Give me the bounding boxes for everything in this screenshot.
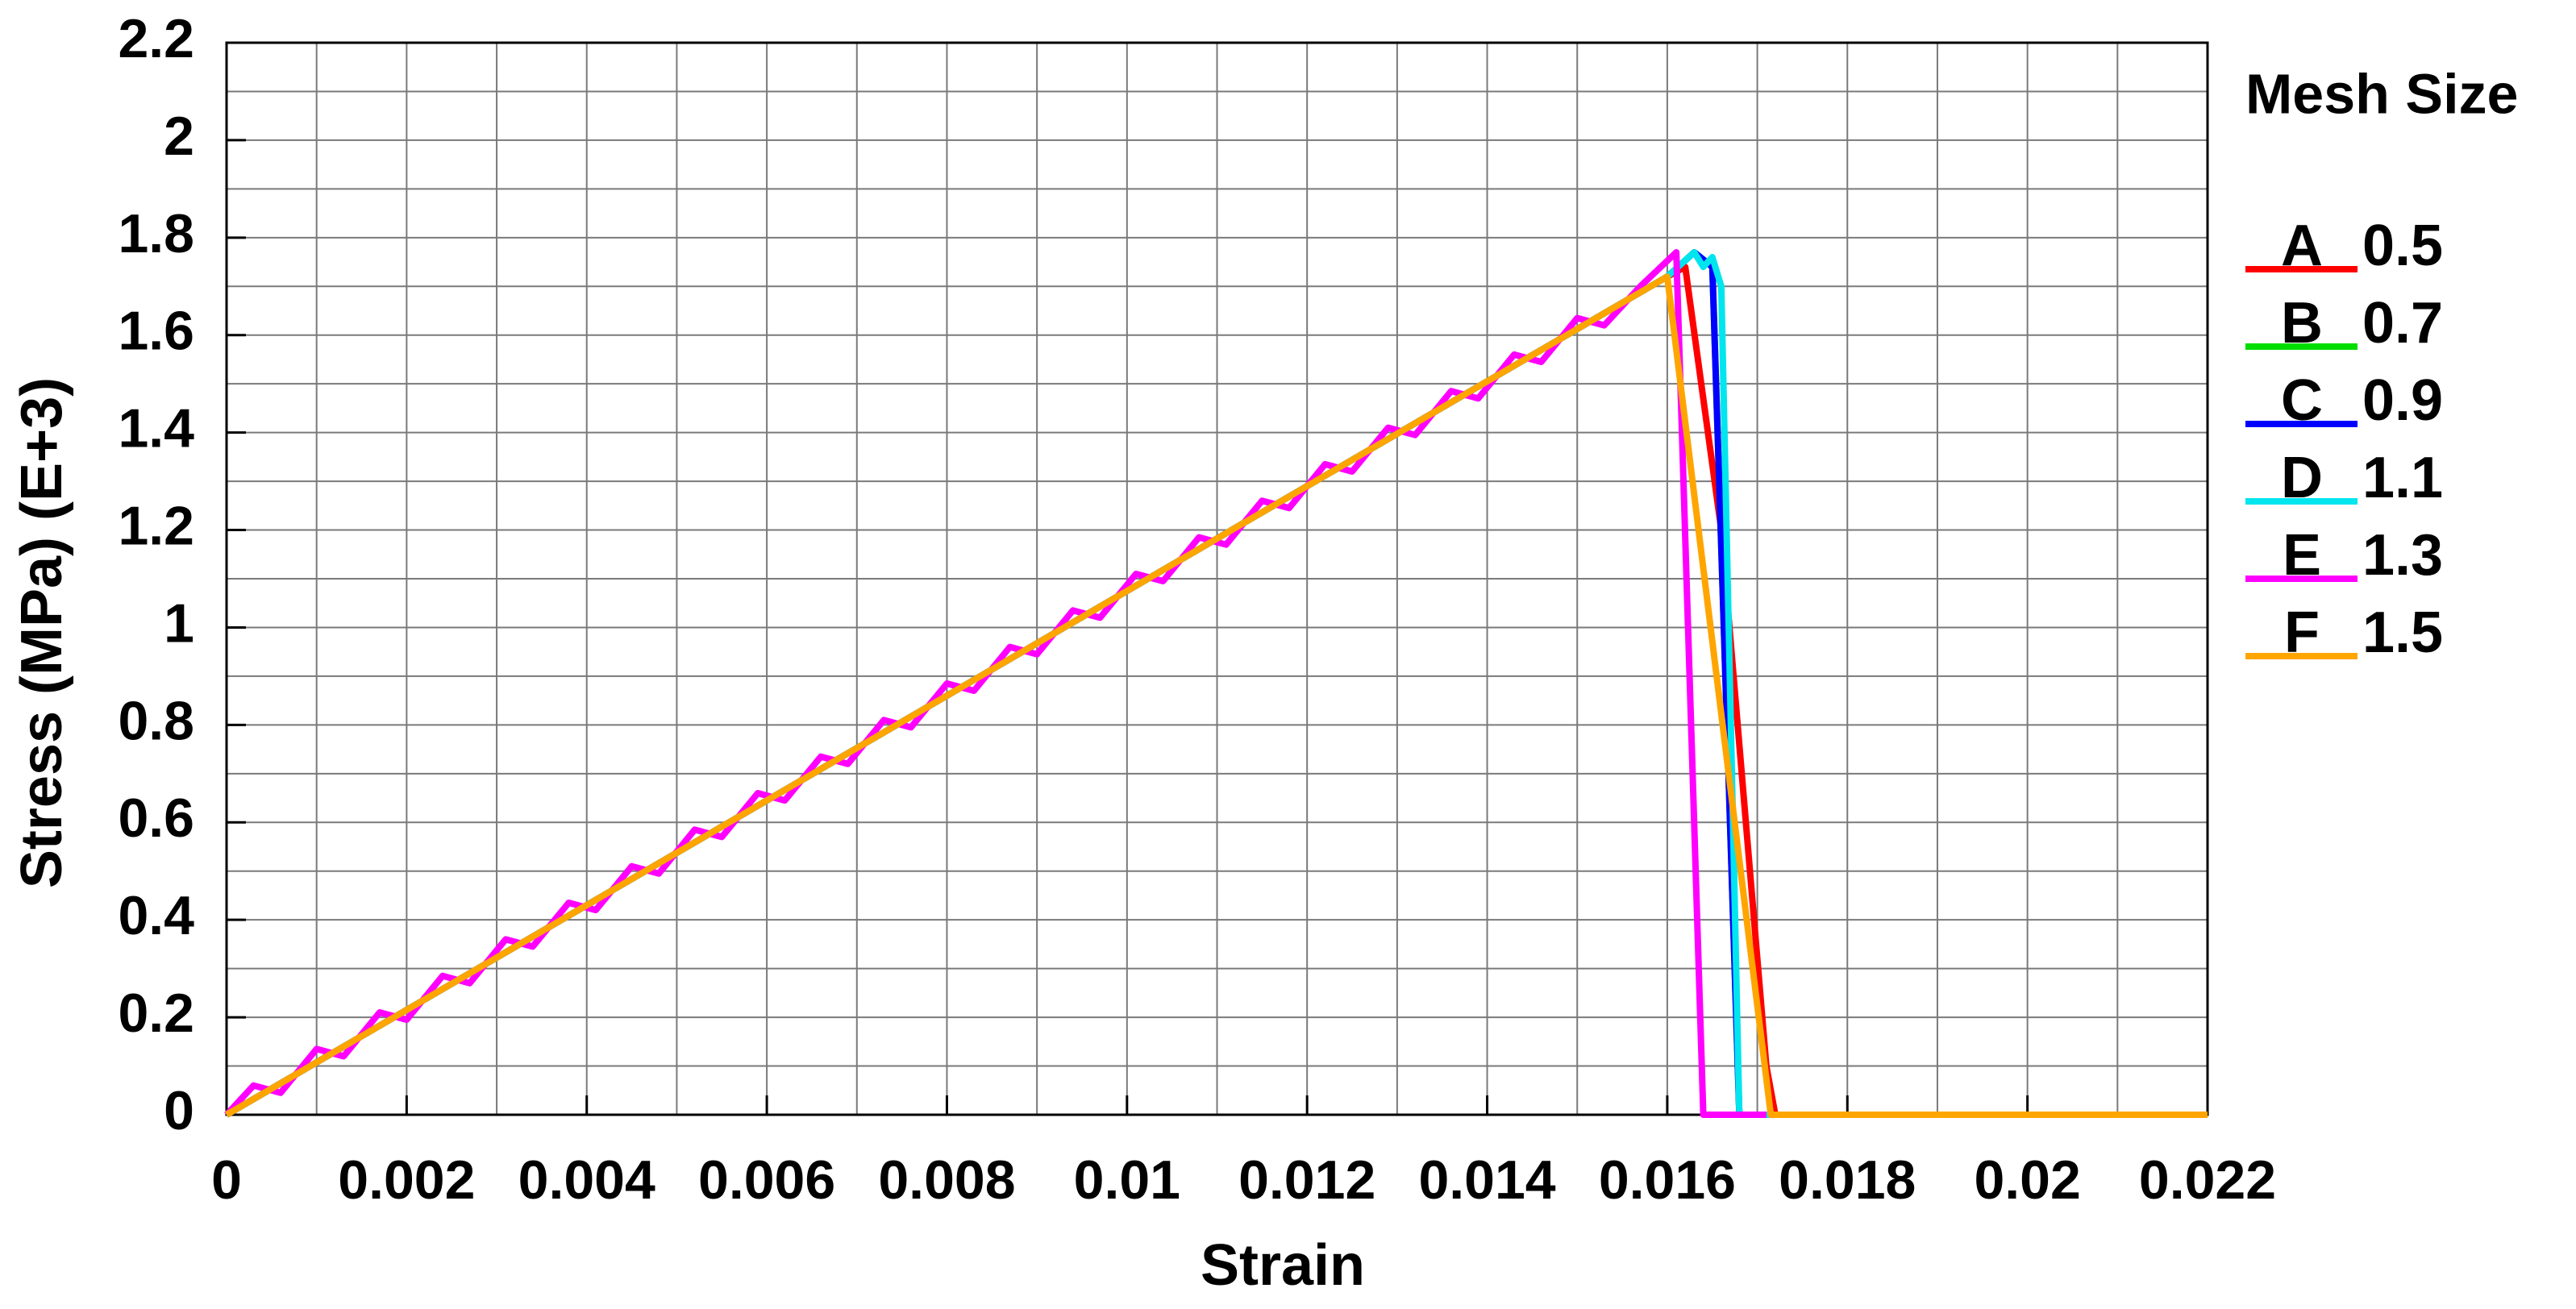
x-tick-label: 0.02 [1974, 1149, 2080, 1211]
legend-letter: B [2281, 291, 2323, 355]
y-axis-title: Stress (MPa) (E+3) [10, 377, 74, 888]
series-line [224, 273, 2208, 1118]
y-tick-label: 1.6 [118, 301, 194, 362]
y-tick-label: 0.6 [118, 787, 194, 849]
legend-label: 0.5 [2362, 214, 2443, 278]
y-tick-label: 1.8 [118, 203, 194, 264]
series-line [224, 249, 1767, 1118]
plot-frame [225, 41, 2209, 1116]
x-tick-label: 0.012 [1238, 1149, 1375, 1211]
y-tick-label: 1 [164, 592, 194, 654]
x-tick-label: 0.006 [698, 1149, 835, 1211]
x-tick-label: 0.01 [1074, 1149, 1180, 1211]
y-tick-label: 1.4 [118, 398, 194, 459]
y-tick-label: 2 [164, 106, 194, 167]
x-tick-label: 0.002 [338, 1149, 475, 1211]
x-tick-label: 0.004 [518, 1149, 655, 1211]
legend-title: Mesh Size [2245, 62, 2518, 125]
legend-label: 1.5 [2362, 600, 2443, 665]
legend-letter: C [2281, 368, 2323, 433]
legend-label: 0.9 [2362, 368, 2443, 433]
legend-letter: F [2284, 600, 2320, 665]
y-tick-label: 2.2 [118, 8, 194, 69]
legend-label: 0.7 [2362, 291, 2443, 355]
x-tick-label: 0.016 [1599, 1149, 1736, 1211]
x-tick-label: 0.008 [878, 1149, 1015, 1211]
x-tick-label: 0 [211, 1149, 242, 1211]
legend-letter: D [2281, 446, 2323, 510]
x-tick-label: 0.014 [1418, 1149, 1555, 1211]
legend-label: 1.3 [2362, 523, 2443, 588]
y-tick-label: 0 [164, 1080, 194, 1141]
x-tick-label: 0.022 [2139, 1149, 2276, 1211]
y-tick-label: 0.4 [118, 885, 194, 946]
legend-label: 1.1 [2362, 446, 2443, 510]
legend-letter: A [2281, 214, 2323, 278]
legend-letter: E [2283, 523, 2321, 588]
y-tick-label: 0.8 [118, 690, 194, 751]
y-tick-label: 0.2 [118, 983, 194, 1044]
y-tick-label: 1.2 [118, 496, 194, 557]
x-axis-title: Strain [1201, 1233, 1365, 1298]
x-tick-label: 0.018 [1779, 1149, 1916, 1211]
